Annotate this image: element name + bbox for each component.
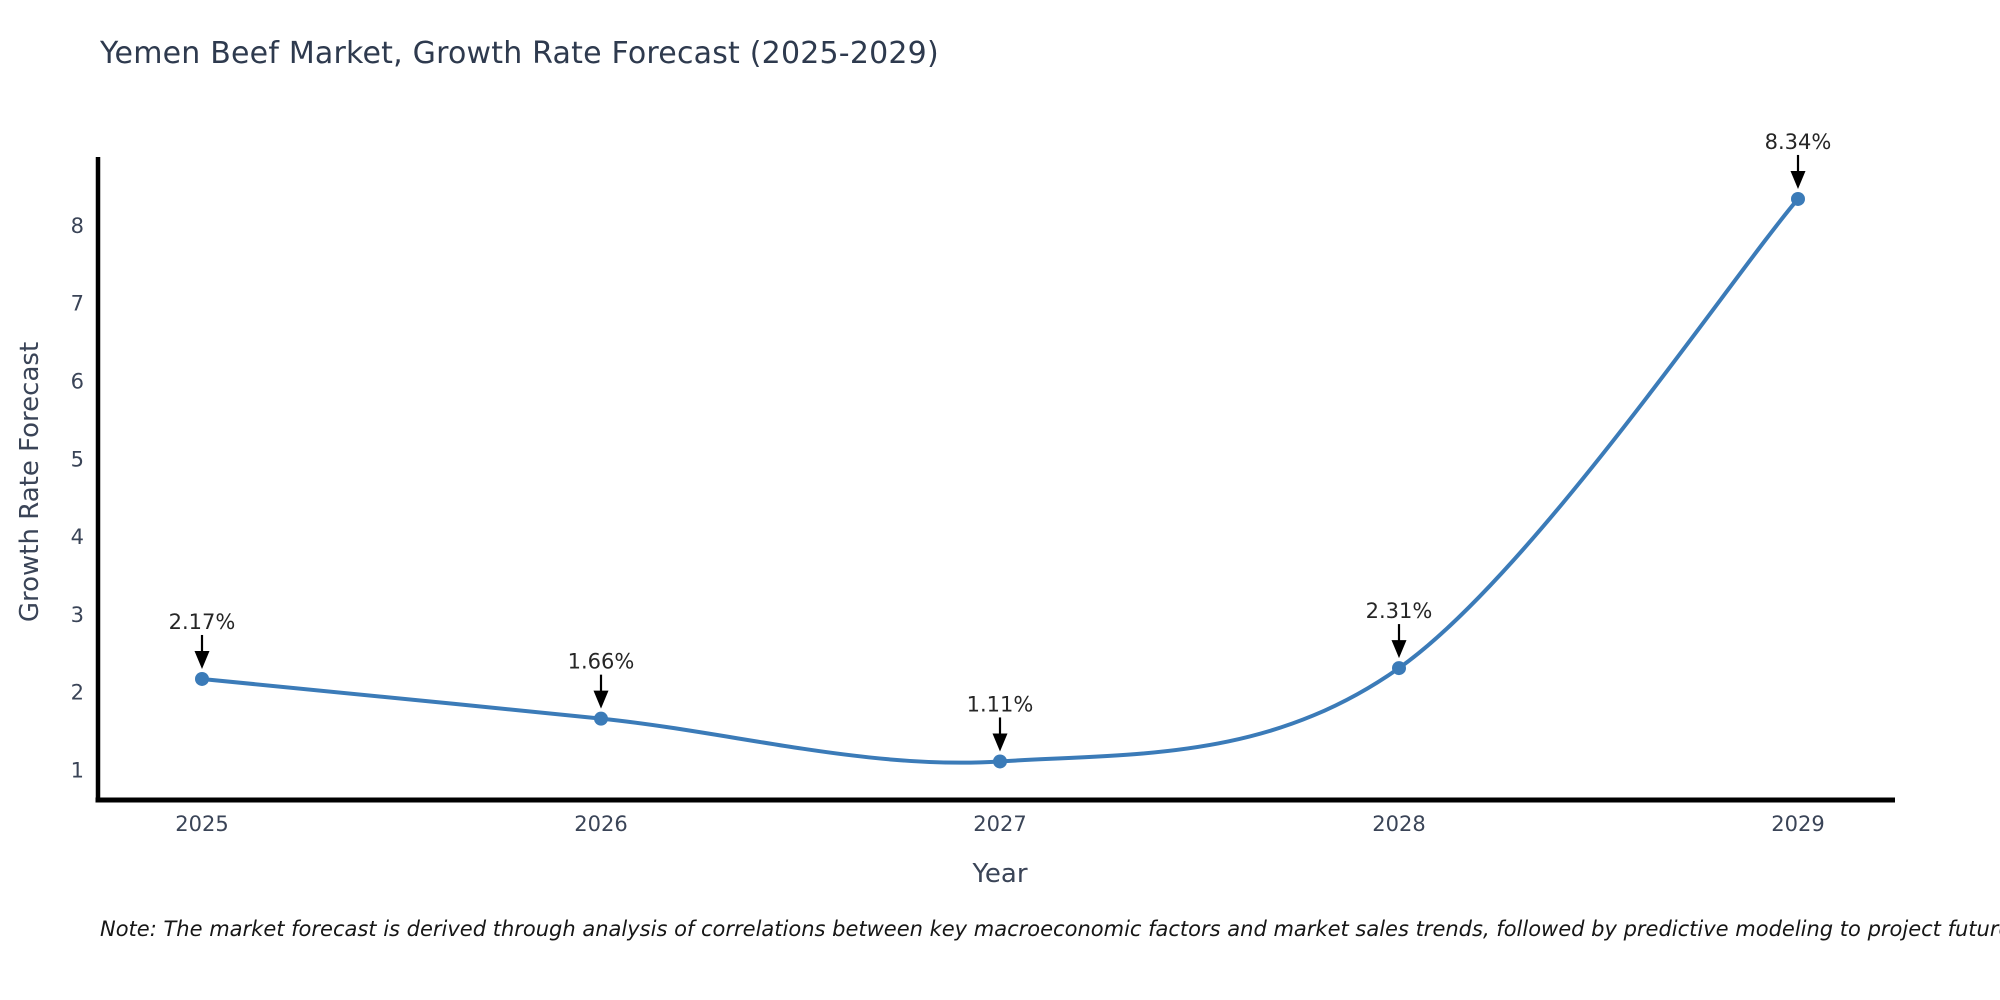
data-point [195,671,209,686]
annotation-arrow-head [1790,170,1806,189]
x-tick-label: 2028 [1372,812,1425,836]
annotation-label: 2.17% [169,610,236,634]
chart-title: Yemen Beef Market, Growth Rate Forecast … [100,36,939,71]
point-annotations: 2.17% 1.66% 1.11% 2.31% 8.34% [169,130,1832,752]
point-annotation: 1.11% [967,692,1034,752]
data-point [1791,191,1805,206]
y-tick-label: 6 [71,370,84,394]
y-tick-label: 2 [71,681,84,705]
x-tick-label: 2026 [574,812,627,836]
data-point [594,711,608,726]
y-axis-label: Growth Rate Forecast [15,342,45,622]
x-axis-label: Year [971,859,1027,889]
annotation-arrow-head [194,650,210,669]
x-axis-ticks: 2025 2026 2027 2028 2029 [175,812,1824,836]
y-tick-label: 1 [71,759,84,783]
data-point [993,754,1007,769]
y-tick-label: 8 [71,214,84,238]
annotation-label: 2.31% [1366,599,1433,623]
x-tick-label: 2027 [973,812,1026,836]
y-axis-ticks: 1 2 3 4 5 6 7 8 [71,214,84,783]
data-point [1392,661,1406,676]
y-tick-label: 4 [71,525,84,549]
annotation-label: 1.66% [568,650,635,674]
point-annotation: 2.31% [1366,599,1433,659]
annotation-label: 1.11% [967,692,1034,716]
x-tick-label: 2029 [1771,812,1824,836]
data-points [195,191,1805,769]
annotation-label: 8.34% [1765,130,1832,154]
x-tick-label: 2025 [175,812,228,836]
annotation-arrow-head [1391,640,1407,659]
trend-line [201,197,1800,765]
annotation-arrow-head [992,733,1008,752]
y-tick-label: 5 [71,447,84,471]
y-tick-label: 7 [71,292,84,316]
footnote: Note: The market forecast is derived thr… [100,917,2000,941]
point-annotation: 2.17% [169,610,236,669]
annotation-arrow-head [593,690,609,709]
point-annotation: 8.34% [1765,130,1832,189]
point-annotation: 1.66% [568,650,635,709]
y-tick-label: 3 [71,603,84,627]
